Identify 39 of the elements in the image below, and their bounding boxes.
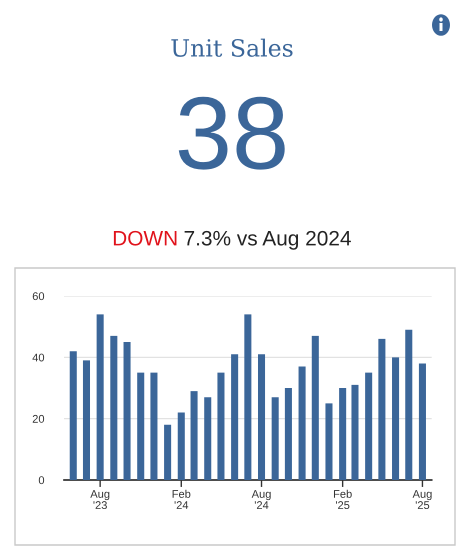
bar bbox=[164, 424, 172, 480]
bar bbox=[178, 412, 185, 480]
bar bbox=[244, 314, 252, 480]
x-tick-label: Feb '25 bbox=[334, 490, 352, 510]
bar bbox=[82, 360, 90, 480]
x-tick-label: Aug '24 bbox=[252, 490, 271, 509]
y-tick-label: 60 bbox=[32, 292, 44, 300]
chart-title: Unit Sales bbox=[171, 38, 293, 57]
chart-subtitle: DOWN 7.3% vs Aug 2024 bbox=[114, 230, 351, 250]
bar bbox=[351, 384, 359, 480]
x-tick-label: Aug '23 bbox=[90, 490, 110, 510]
bar bbox=[312, 336, 319, 480]
y-tick-label: 40 bbox=[32, 354, 44, 362]
bar bbox=[298, 366, 306, 480]
bar bbox=[124, 342, 131, 480]
bar bbox=[325, 403, 332, 480]
bar bbox=[190, 391, 198, 480]
bar bbox=[231, 354, 238, 480]
bar bbox=[284, 388, 292, 480]
bar bbox=[378, 338, 386, 480]
bar bbox=[110, 336, 118, 480]
bar bbox=[204, 397, 212, 480]
text: 38 bbox=[178, 96, 285, 170]
x-tick-label: Aug '25 bbox=[412, 490, 432, 510]
bar bbox=[70, 351, 77, 480]
bar bbox=[392, 357, 400, 480]
y-tick-label: 0 bbox=[38, 476, 44, 484]
bar bbox=[217, 372, 224, 480]
bar bbox=[258, 354, 266, 480]
bar bbox=[365, 372, 372, 480]
bar bbox=[150, 372, 158, 480]
y-tick-label: 20 bbox=[32, 414, 44, 423]
bar bbox=[405, 330, 412, 480]
bar bbox=[418, 363, 426, 480]
bar bbox=[272, 397, 279, 480]
x-tick-label: Feb '24 bbox=[172, 490, 190, 509]
bar bbox=[339, 388, 346, 480]
bar bbox=[96, 314, 104, 480]
bar bbox=[137, 372, 144, 480]
